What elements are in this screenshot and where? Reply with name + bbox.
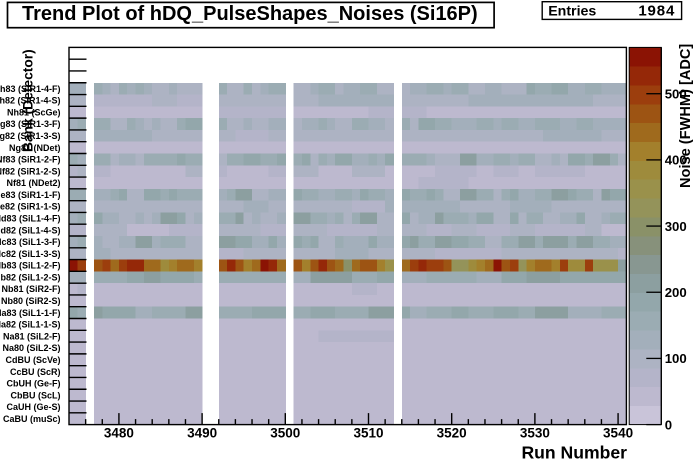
svg-text:Nb81 (SiR2-F): Nb81 (SiR2-F)	[1, 284, 60, 294]
svg-text:Nf83 (SiR1-2-F): Nf83 (SiR1-2-F)	[0, 155, 61, 165]
svg-text:100: 100	[665, 351, 687, 366]
svg-text:Na83 (SiL1-1-F): Na83 (SiL1-1-F)	[0, 308, 61, 318]
svg-text:Run Number: Run Number	[521, 443, 627, 463]
svg-text:CaUH (Ge-S): CaUH (Ge-S)	[6, 402, 60, 412]
svg-text:Bank (Detector): Bank (Detector)	[21, 49, 36, 152]
svg-text:300: 300	[665, 219, 687, 234]
svg-text:Ne83 (SiR1-1-F): Ne83 (SiR1-1-F)	[0, 190, 61, 200]
svg-text:200: 200	[665, 285, 687, 300]
svg-text:CcBU (ScR): CcBU (ScR)	[10, 367, 61, 377]
svg-text:Nc82 (SiL1-3-S): Nc82 (SiL1-3-S)	[0, 249, 61, 259]
svg-text:CdBU (ScVe): CdBU (ScVe)	[5, 355, 60, 365]
svg-text:3510: 3510	[353, 426, 383, 441]
svg-text:Nd82 (SiL1-4-S): Nd82 (SiL1-4-S)	[0, 225, 61, 235]
svg-text:Entries: Entries	[548, 4, 596, 20]
svg-text:Ng82 (SiR1-3-S): Ng82 (SiR1-3-S)	[0, 131, 61, 141]
svg-text:0: 0	[665, 417, 672, 432]
svg-text:Nf81 (NDet2): Nf81 (NDet2)	[6, 178, 60, 188]
svg-text:Na80 (SiL2-S): Na80 (SiL2-S)	[2, 343, 60, 353]
svg-text:CbUH (Ge-F): CbUH (Ge-F)	[7, 379, 61, 389]
svg-text:CaBU (muSc): CaBU (muSc)	[3, 414, 61, 424]
svg-text:3490: 3490	[187, 426, 217, 441]
svg-text:Nh81 (ScGe): Nh81 (ScGe)	[7, 107, 61, 117]
svg-text:Trend Plot of hDQ_PulseShapes_: Trend Plot of hDQ_PulseShapes_Noises (Si…	[22, 3, 478, 25]
svg-text:Nh83 (SiR1-4-F): Nh83 (SiR1-4-F)	[0, 84, 61, 94]
svg-text:Nf82 (SiR1-2-S): Nf82 (SiR1-2-S)	[0, 166, 61, 176]
svg-text:Nb82 (SiL1-2-S): Nb82 (SiL1-2-S)	[0, 272, 61, 282]
svg-text:Nb80 (SiR2-S): Nb80 (SiR2-S)	[1, 296, 61, 306]
svg-text:Ng81 (NDet): Ng81 (NDet)	[9, 143, 61, 153]
svg-text:Na82 (SiL1-1-S): Na82 (SiL1-1-S)	[0, 320, 61, 330]
svg-text:Nb83 (SiL1-2-F): Nb83 (SiL1-2-F)	[0, 261, 61, 271]
svg-text:3540: 3540	[603, 426, 633, 441]
svg-text:Na81 (SiL2-F): Na81 (SiL2-F)	[3, 331, 61, 341]
svg-text:Nd83 (SiL1-4-F): Nd83 (SiL1-4-F)	[0, 214, 61, 224]
svg-text:Ne82 (SiR1-1-S): Ne82 (SiR1-1-S)	[0, 202, 61, 212]
svg-text:3480: 3480	[104, 426, 134, 441]
svg-text:500: 500	[665, 86, 687, 101]
svg-text:Noise (FWHM) [ADC]: Noise (FWHM) [ADC]	[678, 44, 694, 188]
svg-text:3520: 3520	[437, 426, 467, 441]
svg-text:Nc83 (SiL1-3-F): Nc83 (SiL1-3-F)	[0, 237, 61, 247]
svg-text:Nh82 (SiR1-4-S): Nh82 (SiR1-4-S)	[0, 96, 61, 106]
svg-text:Ng83 (SiR1-3-F): Ng83 (SiR1-3-F)	[0, 119, 61, 129]
svg-text:3500: 3500	[270, 426, 300, 441]
svg-text:400: 400	[665, 153, 687, 168]
svg-text:CbBU (ScL): CbBU (ScL)	[11, 390, 61, 400]
svg-text:1984: 1984	[638, 3, 675, 20]
svg-text:3530: 3530	[520, 426, 550, 441]
